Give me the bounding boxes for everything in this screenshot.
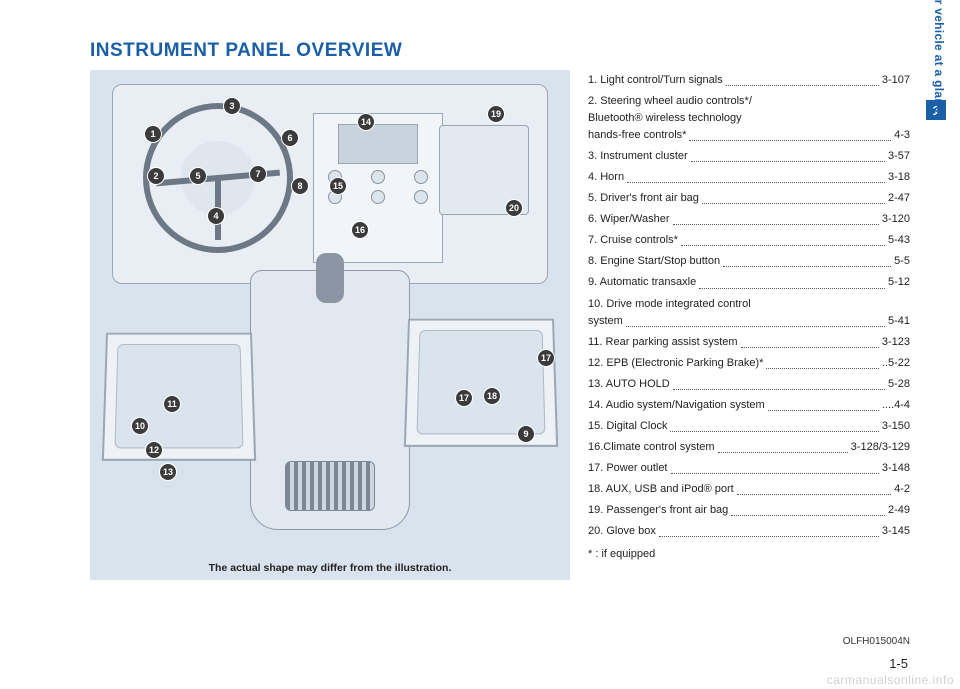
callout-14: 14 xyxy=(358,114,374,130)
callout-5: 5 xyxy=(190,168,206,184)
footnote: * : if equipped xyxy=(588,546,910,563)
list-item: 12. EPB (Electronic Parking Brake)*..5-2… xyxy=(588,355,910,372)
list-item: 11. Rear parking assist system3-123 xyxy=(588,334,910,351)
callout-16: 16 xyxy=(352,222,368,238)
list-item: 19. Passenger's front air bag2-49 xyxy=(588,502,910,519)
callout-3: 3 xyxy=(224,98,240,114)
right-inset-graphic xyxy=(404,319,558,447)
list-item: 2. Steering wheel audio controls*/Blueto… xyxy=(588,93,910,144)
list-item: 3. Instrument cluster3-57 xyxy=(588,148,910,165)
list-item: 20. Glove box3-145 xyxy=(588,523,910,540)
callout-9: 9 xyxy=(518,426,534,442)
callout-10: 10 xyxy=(132,418,148,434)
page-number: 1-5 xyxy=(889,656,908,671)
list-item: 9. Automatic transaxle5-12 xyxy=(588,274,910,291)
callout-17: 17 xyxy=(456,390,472,406)
list-item: 18. AUX, USB and iPod® port4-2 xyxy=(588,481,910,498)
list-item: 1. Light control/Turn signals3-107 xyxy=(588,72,910,89)
feature-list: 1. Light control/Turn signals3-107 2. Ste… xyxy=(588,70,910,580)
callout-18: 18 xyxy=(484,388,500,404)
list-item: 13. AUTO HOLD5-28 xyxy=(588,376,910,393)
list-item: 8. Engine Start/Stop button5-5 xyxy=(588,253,910,270)
steering-wheel-graphic xyxy=(143,103,293,253)
list-item: 10. Drive mode integrated controlsystem5… xyxy=(588,296,910,330)
callout-19: 19 xyxy=(488,106,504,122)
callout-7: 7 xyxy=(250,166,266,182)
list-item: 14. Audio system/Navigation system....4-… xyxy=(588,397,910,414)
list-item: 5. Driver's front air bag2-47 xyxy=(588,190,910,207)
figure-caption: The actual shape may differ from the ill… xyxy=(90,562,570,574)
callout-1: 1 xyxy=(145,126,161,142)
callout-6: 6 xyxy=(282,130,298,146)
center-console-graphic xyxy=(250,270,410,530)
chapter-label: Your vehicle at a glance xyxy=(932,0,946,120)
callout-20: 20 xyxy=(506,200,522,216)
callout-13: 13 xyxy=(160,464,176,480)
callout-12: 12 xyxy=(146,442,162,458)
list-item: 16.Climate control system3-128/3-129 xyxy=(588,439,910,456)
watermark: carmanualsonline.info xyxy=(827,673,954,687)
page-title: INSTRUMENT PANEL OVERVIEW xyxy=(90,40,910,62)
list-item: 17. Power outlet3-148 xyxy=(588,460,910,477)
list-item: 4. Horn3-18 xyxy=(588,169,910,186)
list-item: 15. Digital Clock3-150 xyxy=(588,418,910,435)
callout-2: 2 xyxy=(148,168,164,184)
callout-4: 4 xyxy=(208,208,224,224)
callout-17b: 17 xyxy=(538,350,554,366)
image-code: OLFH015004N xyxy=(843,636,910,647)
callout-15: 15 xyxy=(330,178,346,194)
callout-8: 8 xyxy=(292,178,308,194)
left-inset-graphic xyxy=(102,333,256,461)
callout-11: 11 xyxy=(164,396,180,412)
list-item: 6. Wiper/Washer3-120 xyxy=(588,211,910,228)
instrument-panel-figure: 123456789101112131415161717181920 The ac… xyxy=(90,70,570,580)
list-item: 7. Cruise controls*5-43 xyxy=(588,232,910,249)
